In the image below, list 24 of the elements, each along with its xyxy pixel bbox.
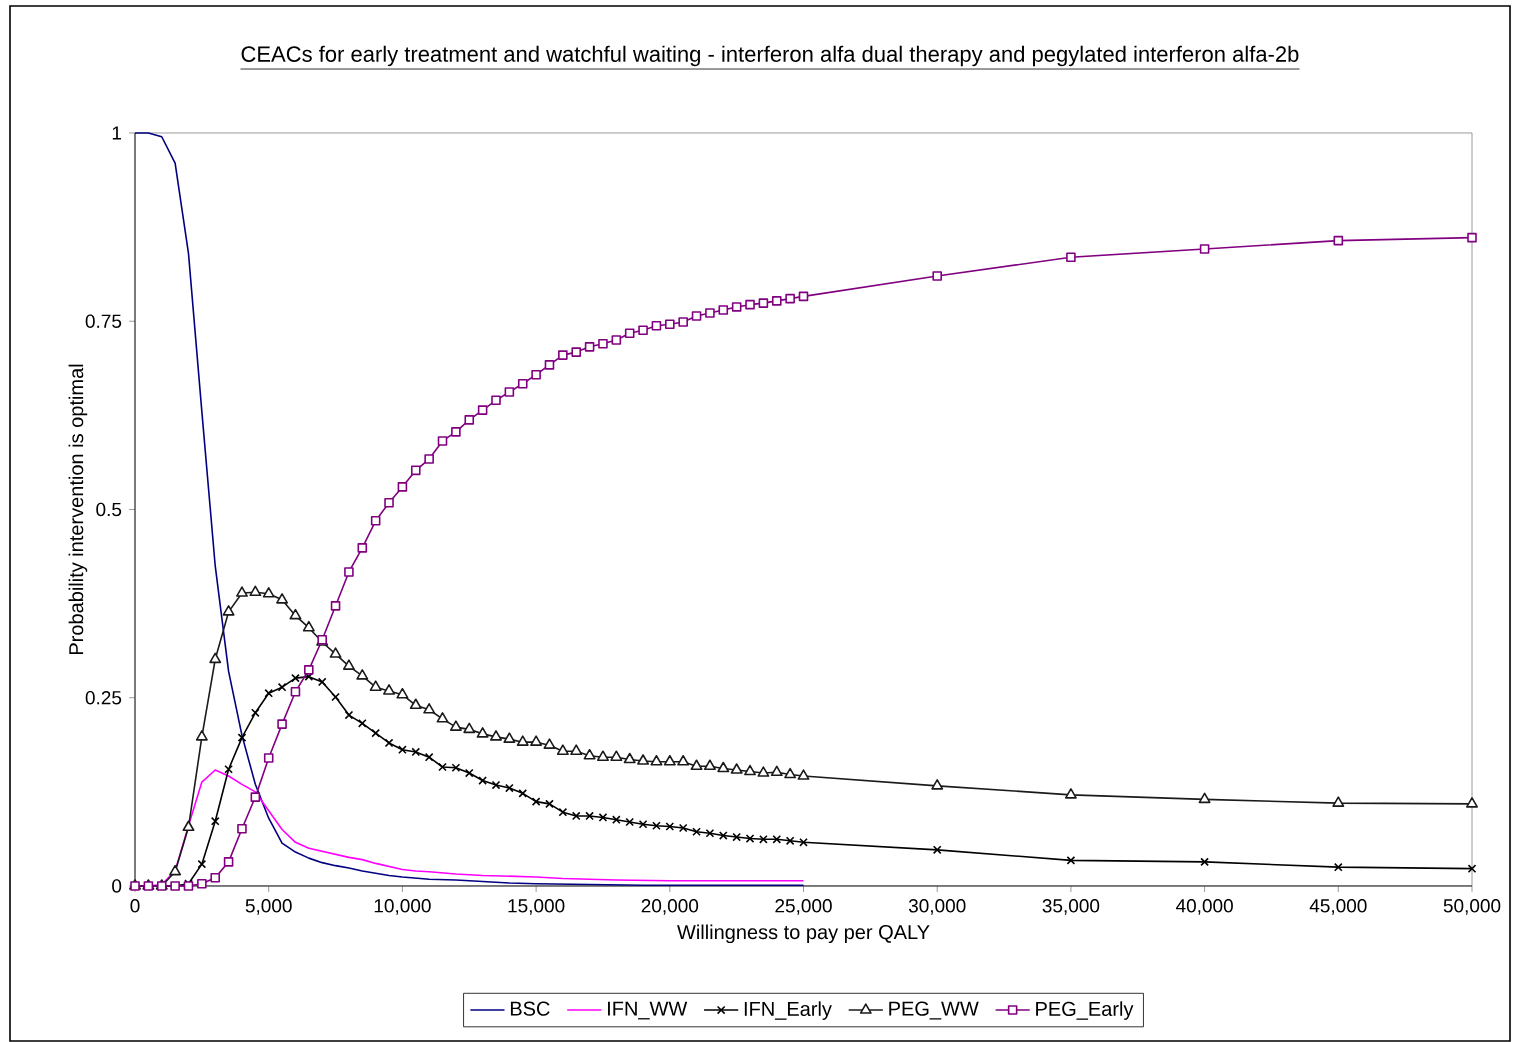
- legend-label: IFN_WW: [608, 1001, 688, 1020]
- x-tick-label: 0: [130, 899, 140, 913]
- legend-label: BSC: [510, 1001, 550, 1016]
- legend-label: PEG_Early: [1036, 1001, 1134, 1020]
- y-tick-label: 0: [112, 879, 122, 893]
- x-tick-label: 5,000: [245, 899, 292, 915]
- x-tick-label: 10,000: [374, 899, 431, 915]
- y-tick-label: 0.75: [85, 314, 122, 328]
- x-tick-label: 30,000: [908, 899, 966, 915]
- y-tick-label: 0.25: [85, 691, 122, 705]
- chart-title: CEACs for early treatment and watchful waiting - interferon alfa dual therapy and pegylated interferon alfa-2b: [241, 45, 1299, 67]
- x-tick-label: 20,000: [641, 899, 699, 915]
- x-tick-label: 25,000: [775, 899, 832, 915]
- y-tick-label: 1: [112, 126, 121, 140]
- x-axis-title: Willingness to pay per QALY: [677, 924, 930, 944]
- legend-label: PEG_WW: [889, 1001, 979, 1020]
- x-tick-label: 45,000: [1309, 899, 1367, 915]
- x-tick-label: 15,000: [508, 899, 565, 915]
- x-tick-label: 35,000: [1042, 899, 1100, 915]
- legend-label: IFN_Early: [744, 1001, 832, 1020]
- y-tick-label: 0.5: [96, 502, 122, 517]
- x-tick-label: 40,000: [1175, 899, 1233, 915]
- x-tick-label: 50,000: [1443, 899, 1501, 915]
- y-axis-title: Probability intervention is optimal: [68, 364, 88, 655]
